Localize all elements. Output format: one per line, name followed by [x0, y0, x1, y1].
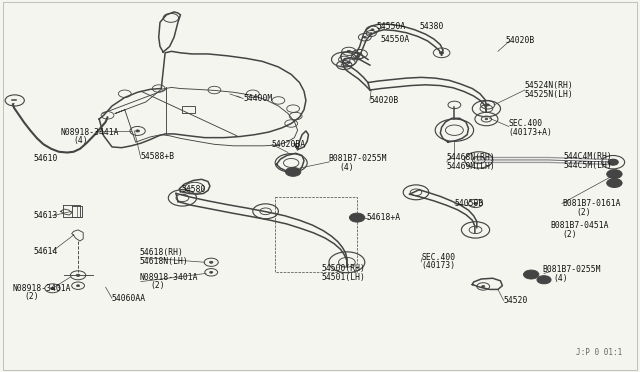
Circle shape	[440, 52, 444, 54]
Text: 544C5M(LH): 544C5M(LH)	[563, 161, 612, 170]
Text: 54380: 54380	[419, 22, 444, 31]
Text: 54500(RH): 54500(RH)	[322, 264, 366, 273]
Text: 54614: 54614	[33, 247, 58, 256]
Circle shape	[347, 61, 351, 64]
Text: SEC.400: SEC.400	[421, 253, 455, 262]
Text: (4): (4)	[554, 274, 568, 283]
Circle shape	[481, 286, 485, 287]
Text: (40173+A): (40173+A)	[509, 128, 553, 137]
Circle shape	[136, 130, 140, 132]
Text: (4): (4)	[74, 136, 88, 145]
Text: 54020B: 54020B	[506, 36, 535, 45]
Circle shape	[608, 159, 618, 165]
Text: 54588+B: 54588+B	[141, 153, 175, 161]
Circle shape	[524, 270, 539, 279]
Text: 54580: 54580	[181, 185, 205, 194]
Circle shape	[607, 179, 622, 187]
Circle shape	[485, 118, 488, 120]
Text: B081B7-0451A: B081B7-0451A	[550, 221, 609, 230]
Text: B081B7-0255M: B081B7-0255M	[543, 265, 601, 274]
Text: B081B7-0255M: B081B7-0255M	[328, 154, 387, 163]
Text: N08918-3441A: N08918-3441A	[61, 128, 119, 137]
Text: 54060AA: 54060AA	[112, 294, 146, 303]
Text: (4): (4)	[339, 163, 354, 172]
Text: 54050B: 54050B	[454, 199, 484, 208]
Circle shape	[607, 170, 622, 179]
Text: 54468N(RH): 54468N(RH)	[447, 153, 495, 162]
Text: 54550A: 54550A	[376, 22, 406, 31]
Text: J:P 0 01:1: J:P 0 01:1	[576, 348, 622, 357]
Circle shape	[77, 285, 79, 287]
Circle shape	[474, 202, 477, 205]
Text: (40173): (40173)	[421, 262, 455, 270]
Text: 54550A: 54550A	[380, 35, 410, 44]
Text: (2): (2)	[24, 292, 39, 301]
Text: 54525N(LH): 54525N(LH)	[525, 90, 573, 99]
Text: 54020BA: 54020BA	[272, 140, 306, 149]
Circle shape	[347, 50, 351, 52]
Text: 54520: 54520	[504, 296, 528, 305]
Text: B081B7-0161A: B081B7-0161A	[562, 199, 620, 208]
Text: 54524N(RH): 54524N(RH)	[525, 81, 573, 90]
Circle shape	[356, 56, 358, 57]
Text: 544C4M(RH): 544C4M(RH)	[563, 153, 612, 161]
Circle shape	[349, 213, 365, 222]
Circle shape	[209, 261, 213, 263]
Text: 54469M(LH): 54469M(LH)	[447, 162, 495, 171]
Circle shape	[371, 29, 374, 31]
Text: (2): (2)	[150, 281, 165, 290]
Text: SEC.400: SEC.400	[509, 119, 543, 128]
Text: 54400M: 54400M	[243, 94, 273, 103]
Text: 54020B: 54020B	[370, 96, 399, 105]
Text: 54613: 54613	[33, 211, 58, 220]
Circle shape	[210, 272, 212, 273]
Circle shape	[76, 274, 80, 276]
Circle shape	[51, 287, 54, 289]
Circle shape	[486, 104, 490, 106]
Circle shape	[370, 33, 372, 34]
Text: 54618N(LH): 54618N(LH)	[140, 257, 188, 266]
Text: (2): (2)	[562, 230, 577, 239]
Text: N08918-3401A: N08918-3401A	[140, 273, 198, 282]
Circle shape	[285, 167, 301, 176]
Text: 54618+A: 54618+A	[367, 213, 401, 222]
Circle shape	[363, 36, 366, 38]
Text: N08918-3401A: N08918-3401A	[13, 284, 71, 293]
Circle shape	[537, 276, 551, 284]
Text: 54618(RH): 54618(RH)	[140, 248, 184, 257]
Text: (2): (2)	[576, 208, 591, 217]
Text: 54610: 54610	[33, 154, 58, 163]
Text: 54501(LH): 54501(LH)	[322, 273, 366, 282]
Circle shape	[358, 53, 362, 55]
